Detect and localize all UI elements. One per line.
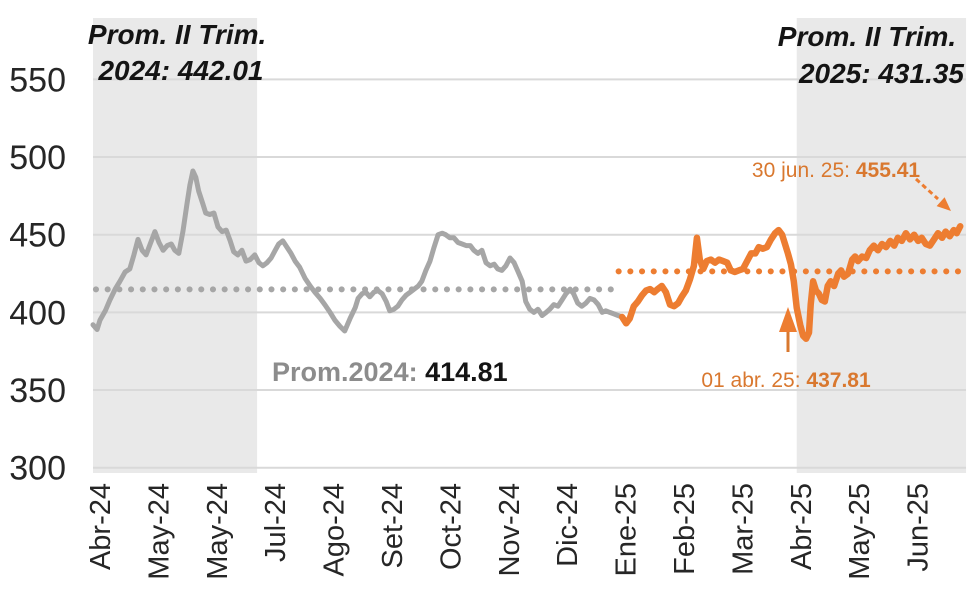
arrow-head — [936, 197, 951, 211]
x-axis-tick-label: Set-24 — [377, 483, 409, 568]
series-line — [618, 223, 964, 343]
series-line — [90, 168, 625, 334]
x-axis-tick-label: Abr-25 — [786, 483, 818, 570]
axis-labels-layer: 300 350 400 450 500 550 Abr-24 May-24 May-24 Jul-… — [9, 61, 934, 579]
x-axis-tick-label: Dic-24 — [552, 483, 584, 567]
label-prom-ii-trim-2025: Prom. II Trim. 2025: 431.35 — [778, 21, 965, 89]
y-axis-tick-label: 500 — [9, 139, 66, 177]
y-axis-tick-label: 450 — [9, 217, 66, 255]
prom-ii-trim-2024-line1: Prom. II Trim. — [88, 19, 266, 50]
arrow-shaft — [914, 177, 940, 201]
prom-ii-trim-2025-line1: Prom. II Trim. — [778, 21, 956, 52]
arrows-layer — [779, 177, 951, 352]
x-axis-tick-label: May-24 — [143, 483, 175, 580]
prom-ii-trim-2025-line2: 2025: 431.35 — [798, 58, 964, 89]
average-dotted-lines — [92, 268, 965, 293]
x-axis-tick-label: Jul-24 — [260, 483, 292, 562]
label-end-point-30-jun-25: 30 jun. 25: 455.41 — [752, 159, 920, 182]
x-axis-tick-label: Feb-25 — [669, 483, 701, 575]
data-series-layer — [90, 168, 964, 343]
x-axis-tick-label: Jun-25 — [903, 483, 935, 572]
x-axis-tick-label: Nov-24 — [494, 483, 526, 577]
arrow-head — [779, 307, 797, 332]
x-axis-tick-label: Oct-24 — [435, 483, 467, 570]
y-axis-tick-label: 350 — [9, 372, 66, 410]
prom-2024-value: 414.81 — [425, 357, 508, 387]
x-axis-tick-label: May-25 — [844, 483, 876, 580]
x-axis-tick-label: Mar-25 — [727, 483, 759, 575]
y-axis-tick-label: 400 — [9, 294, 66, 332]
x-axis-tick-label: Ago-24 — [319, 483, 351, 577]
label-drop-point-01-abr-25: 01 abr. 25: 437.81 — [701, 369, 871, 392]
end-point-date: 30 jun. 25: — [752, 159, 856, 182]
prom-ii-trim-2024-line2: 2024: 442.01 — [97, 55, 263, 86]
arrow-to-drop-point-icon — [779, 307, 797, 352]
x-axis-tick-label: May-24 — [202, 483, 234, 580]
drop-point-value: 437.81 — [806, 369, 871, 392]
x-axis-tick-label: Ene-25 — [611, 483, 643, 577]
label-prom-2024-average: Prom.2024: 414.81 — [272, 357, 508, 387]
label-prom-ii-trim-2024: Prom. II Trim. 2024: 442.01 — [88, 19, 274, 86]
y-axis-tick-label: 550 — [9, 61, 66, 99]
prom-2024-label: Prom.2024: — [272, 357, 425, 387]
arrow-to-end-point-icon — [914, 177, 951, 211]
drop-point-date: 01 abr. 25: — [701, 369, 806, 392]
y-axis-tick-label: 300 — [9, 450, 66, 488]
annotations-layer: Prom. II Trim. 2024: 442.01 Prom. II Tri… — [88, 19, 965, 392]
x-axis-tick-label: Abr-24 — [85, 483, 117, 570]
gridlines-layer — [93, 78, 966, 469]
end-point-value: 455.41 — [856, 159, 921, 182]
